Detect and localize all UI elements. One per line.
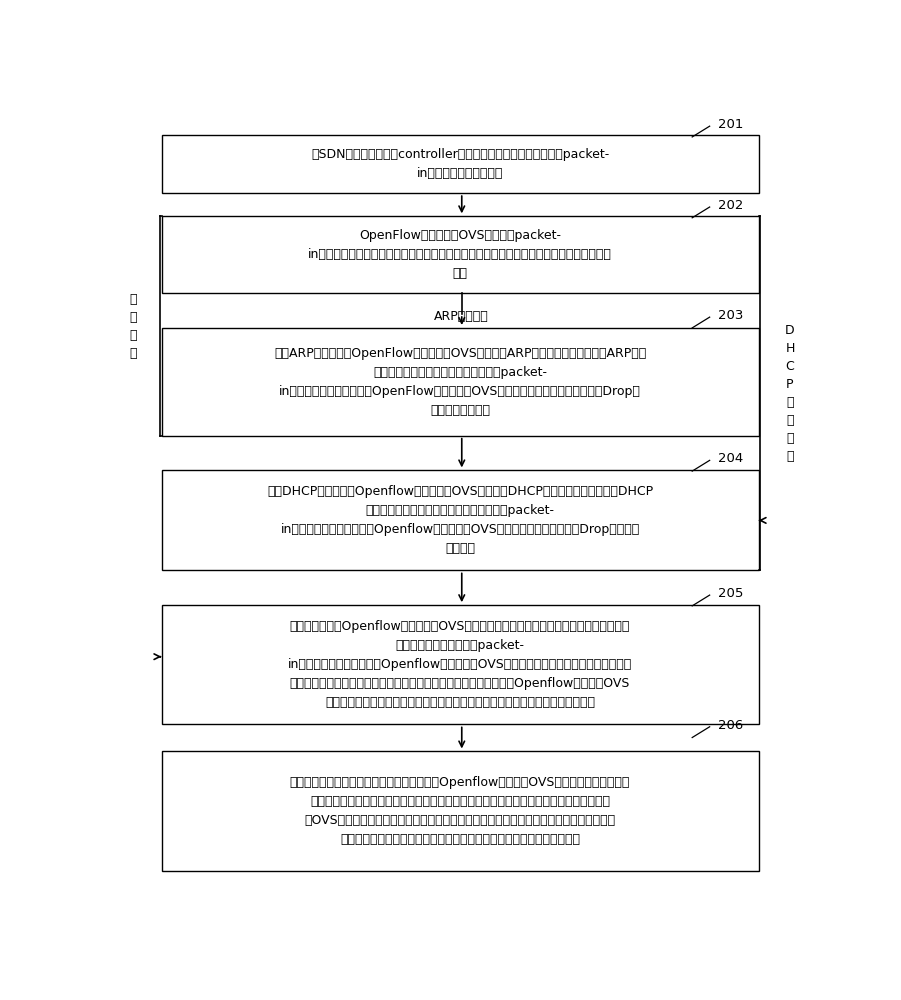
Bar <box>161 751 759 871</box>
Text: 203: 203 <box>718 309 743 322</box>
Text: D
H
C
P
请
求
报
文: D H C P 请 求 报 文 <box>785 324 795 463</box>
Text: 202: 202 <box>718 199 743 212</box>
Text: ARP请求报文: ARP请求报文 <box>434 310 489 323</box>
Text: 206: 206 <box>718 719 743 732</box>
Bar <box>161 135 759 193</box>
Bar <box>161 470 759 570</box>
Text: 201: 201 <box>718 118 743 131</box>
Text: 204: 204 <box>718 452 743 465</box>
Bar <box>161 328 759 436</box>
Text: 205: 205 <box>718 587 743 600</box>
Text: 对于DHCP请求报文，Openflow交换机或者OVS收到一个DHCP请求报文之后，如果该DHCP
请求报文没有匹配的流表项，则将它封装成packet-
in报: 对于DHCP请求报文，Openflow交换机或者OVS收到一个DHCP请求报文之… <box>267 485 653 555</box>
Bar <box>161 605 759 724</box>
Bar <box>161 216 759 293</box>
Text: 如果在所述第二控制流表项无效并删除以后，Openflow交换机或OVS还未收到控制器下发的
针对所述数据报文的转发流表项，则可以认为这条数据流的目的地址不可达，: 如果在所述第二控制流表项无效并删除以后，Openflow交换机或OVS还未收到控… <box>290 776 630 846</box>
Text: 对于ARP请求报文，OpenFlow交换机或者OVS收到一个ARP请求报文之后，如果该ARP请求
报文没有匹配的流表项，则将它封装成packet-
in报文上送: 对于ARP请求报文，OpenFlow交换机或者OVS收到一个ARP请求报文之后，… <box>274 347 646 417</box>
Text: OpenFlow交换机或者OVS收到提高packet-
in报文的有效性的配置信息后，依据所述配置信息，根据报文类型的不同，执行不同的处理
方式: OpenFlow交换机或者OVS收到提高packet- in报文的有效性的配置信… <box>308 229 612 280</box>
Text: 数
据
报
文: 数 据 报 文 <box>130 293 137 360</box>
Text: 在SDN网络的控制器（controller）上对全部或部分交换节点配置packet-
in报文有效性的使能信息: 在SDN网络的控制器（controller）上对全部或部分交换节点配置packe… <box>311 148 609 180</box>
Text: 对于数据报文，Openflow交换机或者OVS收到一个数据报文之后，如果该数据报文没有匹配
的流表项，则将它封装成packet-
in报文上送控制器的同时，Op: 对于数据报文，Openflow交换机或者OVS收到一个数据报文之后，如果该数据报… <box>288 620 633 709</box>
